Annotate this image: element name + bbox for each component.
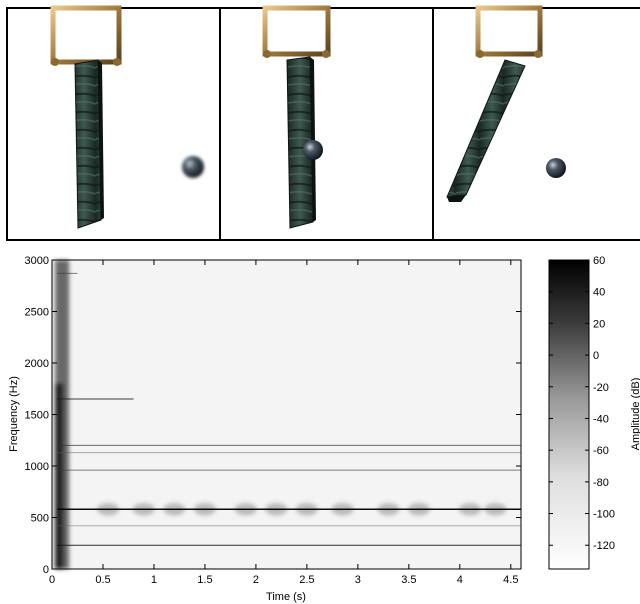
frame-3-border — [432, 7, 640, 241]
x-tick-label: 3 — [355, 574, 361, 586]
colorbar-tick-label: 60 — [593, 255, 605, 267]
colorbar-tick-label: -80 — [593, 477, 609, 489]
x-tick-label: 1.5 — [197, 574, 212, 586]
ball-icon — [303, 140, 323, 160]
y-tick-label: 2500 — [25, 307, 49, 319]
colorbar-tick-label: -120 — [593, 540, 615, 552]
pendulum-hanger-icon — [262, 5, 331, 58]
onset-core — [55, 383, 64, 569]
ball-icon — [182, 156, 204, 178]
y-tick-label: 1000 — [25, 461, 49, 473]
frame-2 — [219, 5, 434, 241]
spectrogram-plot: 0 0.5 1 1.5 2 2.5 3 3.5 4 4.5 0 500 1000 1500 2000 250… — [8, 255, 522, 603]
colorbar-tick-label: 20 — [593, 318, 605, 330]
y-tick-label: 3000 — [25, 255, 49, 267]
x-tick-label: 2.5 — [299, 574, 314, 586]
y-tick-label: 2000 — [25, 358, 49, 370]
x-axis-label: Time (s) — [266, 591, 306, 603]
ball-icon — [546, 158, 566, 178]
colorbar-tick-label: -40 — [593, 413, 609, 425]
x-tick-label: 3.5 — [401, 574, 416, 586]
y-tick-label: 0 — [43, 564, 49, 576]
x-tick-label: 4.5 — [503, 574, 518, 586]
colorbar-tick-label: -20 — [593, 382, 609, 394]
frame-3 — [432, 5, 640, 241]
x-tick-label: 0 — [49, 574, 55, 586]
x-tick-label: 1 — [151, 574, 157, 586]
y-axis-label: Frequency (Hz) — [8, 376, 20, 452]
x-tick-label: 0.5 — [95, 574, 110, 586]
frame-1 — [6, 5, 221, 241]
pendulum-bar-icon — [286, 56, 316, 229]
colorbar-label: Amplitude (dB) — [630, 378, 640, 451]
y-tick-label: 1500 — [25, 410, 49, 422]
colorbar: 60 40 20 0 -20 -40 -60 -80 -100 -120 Amplitude (d… — [548, 255, 640, 570]
colorbar-tick-label: 0 — [593, 350, 599, 362]
colorbar-tick-label: 40 — [593, 287, 605, 299]
y-tick-label: 500 — [31, 513, 49, 525]
pendulum-bar-icon — [446, 59, 526, 202]
colorbar-tick-label: -100 — [593, 509, 615, 521]
colorbar-gradient — [548, 259, 590, 570]
x-tick-label: 2 — [253, 574, 259, 586]
x-tick-label: 4 — [457, 574, 463, 586]
colorbar-tick-label: -60 — [593, 445, 609, 457]
frame-1-border — [6, 7, 221, 241]
pendulum-bar-icon — [74, 59, 104, 229]
plot-background — [52, 260, 521, 569]
pendulum-hanger-icon — [475, 5, 543, 58]
